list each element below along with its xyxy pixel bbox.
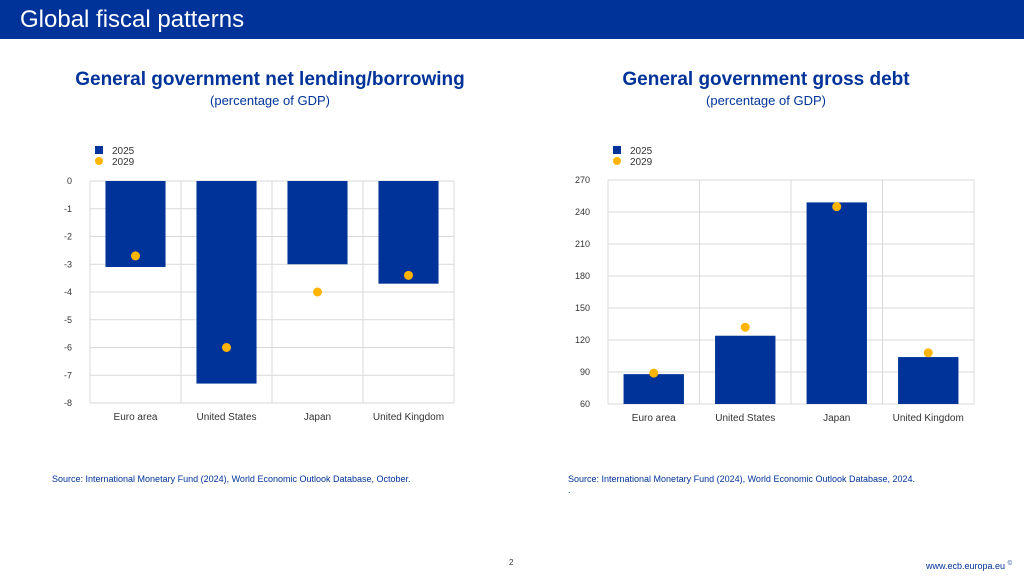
- footer-url[interactable]: www.ecb.europa.eu ©: [926, 561, 1012, 571]
- bar-japan: [806, 202, 867, 404]
- legend-swatch-2025: [613, 146, 621, 154]
- x-tick-label: United States: [715, 413, 775, 424]
- y-tick-label: 210: [575, 239, 590, 249]
- y-tick-label: 180: [575, 271, 590, 281]
- x-tick-label: United States: [196, 412, 256, 423]
- chart1-title: General government net lending/borrowing: [75, 69, 465, 90]
- page-title: Global fiscal patterns: [20, 6, 245, 33]
- y-tick-label: 240: [575, 207, 590, 217]
- y-tick-label: -7: [64, 370, 72, 380]
- chart1-source: Source: International Monetary Fund (202…: [52, 474, 411, 484]
- x-tick-label: Euro area: [632, 413, 676, 424]
- dot-united-states: [222, 343, 231, 352]
- y-tick-label: 120: [575, 335, 590, 345]
- chart2-source-note: .: [568, 485, 571, 495]
- x-tick-label: Euro area: [114, 412, 158, 423]
- y-tick-label: -2: [64, 232, 72, 242]
- dot-united-states: [740, 322, 750, 332]
- legend-swatch-2025: [95, 146, 103, 154]
- page-number: 2: [509, 558, 514, 567]
- y-tick-label: 60: [580, 399, 590, 409]
- y-tick-label: -3: [64, 259, 72, 269]
- bar-united-states: [196, 181, 257, 384]
- y-tick-label: -5: [64, 315, 72, 325]
- x-tick-label: Japan: [304, 412, 331, 423]
- legend-label-2025: 2025: [630, 146, 653, 157]
- chart2-title: General government gross debt: [622, 69, 910, 90]
- y-tick-label: 150: [575, 303, 590, 313]
- header-bar: Global fiscal patterns: [0, 0, 1024, 39]
- dot-japan: [832, 202, 842, 212]
- footer-url-text[interactable]: www.ecb.europa.eu: [926, 561, 1006, 571]
- y-tick-label: -6: [64, 343, 72, 353]
- y-tick-label: -8: [64, 398, 72, 408]
- chart2-subtitle: (percentage of GDP): [706, 93, 826, 108]
- legend-label-2029: 2029: [112, 157, 135, 168]
- x-tick-label: United Kingdom: [893, 413, 964, 424]
- dot-euro-area: [649, 368, 659, 378]
- x-tick-label: Japan: [823, 413, 850, 424]
- legend-swatch-2029: [613, 157, 621, 165]
- legend-swatch-2029: [95, 157, 103, 165]
- chart2-source: Source: International Monetary Fund (202…: [568, 474, 916, 484]
- y-tick-label: 90: [580, 367, 590, 377]
- copyright-mark: ©: [1007, 561, 1012, 567]
- dot-united-kingdom: [923, 348, 933, 358]
- legend-label-2025: 2025: [112, 146, 135, 157]
- x-tick-label: United Kingdom: [373, 412, 444, 423]
- bar-japan: [287, 181, 348, 265]
- y-tick-label: -1: [64, 204, 72, 214]
- bar-united-kingdom: [378, 181, 439, 284]
- dot-united-kingdom: [404, 270, 413, 280]
- legend-label-2029: 2029: [630, 157, 653, 168]
- y-tick-label: -4: [64, 287, 72, 297]
- y-tick-label: 0: [67, 176, 72, 186]
- bar-united-kingdom: [898, 357, 959, 404]
- bar-united-states: [715, 335, 776, 404]
- y-tick-label: 270: [575, 175, 590, 185]
- dot-japan: [313, 287, 322, 297]
- bar-euro-area: [623, 374, 684, 404]
- chart1-subtitle: (percentage of GDP): [210, 93, 330, 108]
- dot-euro-area: [131, 251, 140, 261]
